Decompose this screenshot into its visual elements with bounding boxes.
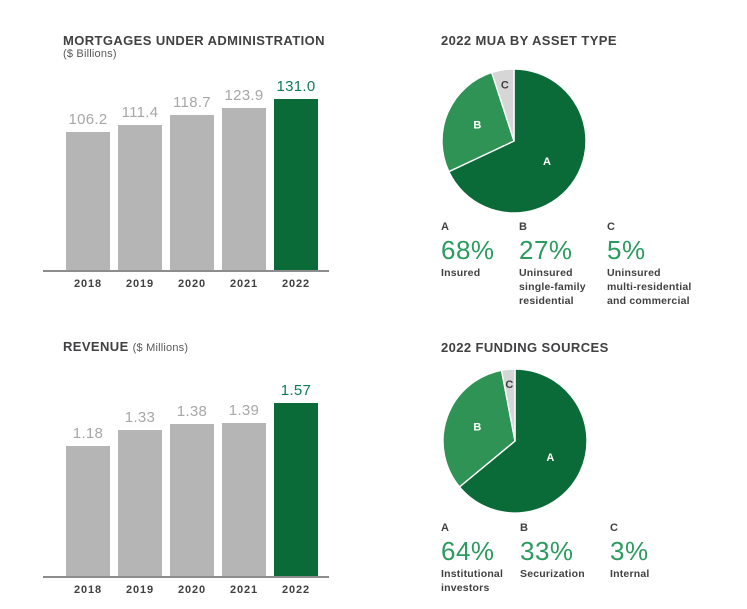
legend-letter-c: C bbox=[610, 522, 619, 534]
x-axis-label-2018: 2018 bbox=[73, 278, 103, 290]
revenue-chart-subtitle: ($ Millions) bbox=[132, 342, 189, 354]
legend-item-c: C 5% Uninsured multi-residential and com… bbox=[607, 221, 719, 309]
pie-slice-letter-c: C bbox=[505, 379, 514, 391]
x-axis-label-2022: 2022 bbox=[281, 584, 311, 596]
legend-letter-b: B bbox=[520, 522, 529, 534]
bar-value-2019: 1.33 bbox=[124, 409, 156, 426]
x-axis-label-2022: 2022 bbox=[281, 278, 311, 290]
funding-pie: A B C bbox=[442, 368, 588, 514]
x-axis-label-2021: 2021 bbox=[229, 584, 259, 596]
legend-label-b: Uninsured single-family residential bbox=[519, 267, 586, 307]
bar-2018 bbox=[66, 446, 110, 577]
pie-slice-b bbox=[442, 369, 516, 488]
legend-letter-a: A bbox=[441, 522, 450, 534]
legend-percent-b: 27% bbox=[519, 235, 573, 265]
legend-percent-c: 3% bbox=[610, 536, 649, 566]
legend-label-a: Insured bbox=[441, 267, 481, 279]
bar-2018 bbox=[66, 132, 110, 271]
bar-value-2018: 1.18 bbox=[72, 425, 104, 442]
asset-type-chart-title: 2022 MUA BY ASSET TYPE bbox=[441, 33, 617, 48]
pie-slice-a bbox=[458, 368, 588, 514]
mua-x-axis-line bbox=[43, 270, 329, 272]
mua-chart-title: MORTGAGES UNDER ADMINISTRATION bbox=[63, 33, 325, 48]
x-axis-label-2020: 2020 bbox=[177, 278, 207, 290]
legend-item-b: B 27% Uninsured single-family residentia… bbox=[519, 221, 603, 309]
bar-2021 bbox=[222, 108, 266, 271]
x-axis-label-2018: 2018 bbox=[73, 584, 103, 596]
x-axis-label-2020: 2020 bbox=[177, 584, 207, 596]
funding-chart-title: 2022 FUNDING SOURCES bbox=[441, 340, 609, 355]
legend-label-c: Internal bbox=[610, 568, 650, 580]
legend-label-b: Securization bbox=[520, 568, 585, 580]
legend-percent-a: 68% bbox=[441, 235, 495, 265]
pie-slice-a bbox=[448, 68, 587, 214]
x-axis-label-2021: 2021 bbox=[229, 278, 259, 290]
legend-letter-b: B bbox=[519, 221, 528, 233]
legend-item-a: A 68% Insured bbox=[441, 221, 515, 281]
revenue-title-text: REVENUE bbox=[63, 339, 129, 354]
legend-item-b: B 33% Securization bbox=[520, 522, 606, 582]
bar-2019 bbox=[118, 430, 162, 577]
legend-percent-b: 33% bbox=[520, 536, 574, 566]
pie-slice-c bbox=[500, 368, 516, 442]
bar-2020 bbox=[170, 424, 214, 577]
asset-type-pie: A B C bbox=[441, 68, 587, 214]
bar-2021 bbox=[222, 423, 266, 577]
legend-letter-c: C bbox=[607, 221, 616, 233]
x-axis-label-2019: 2019 bbox=[125, 584, 155, 596]
legend-item-c: C 3% Internal bbox=[610, 522, 700, 582]
legend-letter-a: A bbox=[441, 221, 450, 233]
bar-value-2022: 1.57 bbox=[280, 382, 312, 399]
bar-value-2021: 123.9 bbox=[224, 87, 264, 104]
bar-2019 bbox=[118, 125, 162, 271]
pie-slice-letter-b: B bbox=[473, 119, 482, 131]
revenue-chart-title: REVENUE ($ Millions) bbox=[63, 339, 188, 354]
pie-slice-letter-b: B bbox=[473, 422, 482, 434]
bar-value-2021: 1.39 bbox=[228, 402, 260, 419]
bar-2020 bbox=[170, 115, 214, 271]
pie-slice-letter-a: A bbox=[546, 452, 555, 464]
mua-chart-subtitle: ($ Billions) bbox=[63, 48, 117, 60]
legend-label-c: Uninsured multi-residential and commerci… bbox=[607, 267, 692, 307]
legend-item-a: A 64% Institutional investors bbox=[441, 522, 519, 596]
bar-value-2018: 106.2 bbox=[68, 111, 108, 128]
pie-slice-letter-c: C bbox=[501, 80, 510, 92]
bar-2022 bbox=[274, 403, 318, 577]
bar-value-2020: 118.7 bbox=[173, 94, 211, 111]
legend-label-a: Institutional investors bbox=[441, 568, 504, 594]
pie-slice-b bbox=[441, 71, 515, 173]
bar-value-2022: 131.0 bbox=[276, 78, 316, 95]
bar-2022 bbox=[274, 99, 318, 271]
legend-percent-a: 64% bbox=[441, 536, 495, 566]
pie-slice-letter-a: A bbox=[543, 156, 552, 168]
pie-slice-c bbox=[491, 68, 515, 142]
x-axis-label-2019: 2019 bbox=[125, 278, 155, 290]
revenue-x-axis-line bbox=[43, 576, 329, 578]
bar-value-2019: 111.4 bbox=[121, 104, 159, 121]
legend-percent-c: 5% bbox=[607, 235, 646, 265]
bar-value-2020: 1.38 bbox=[176, 403, 208, 420]
